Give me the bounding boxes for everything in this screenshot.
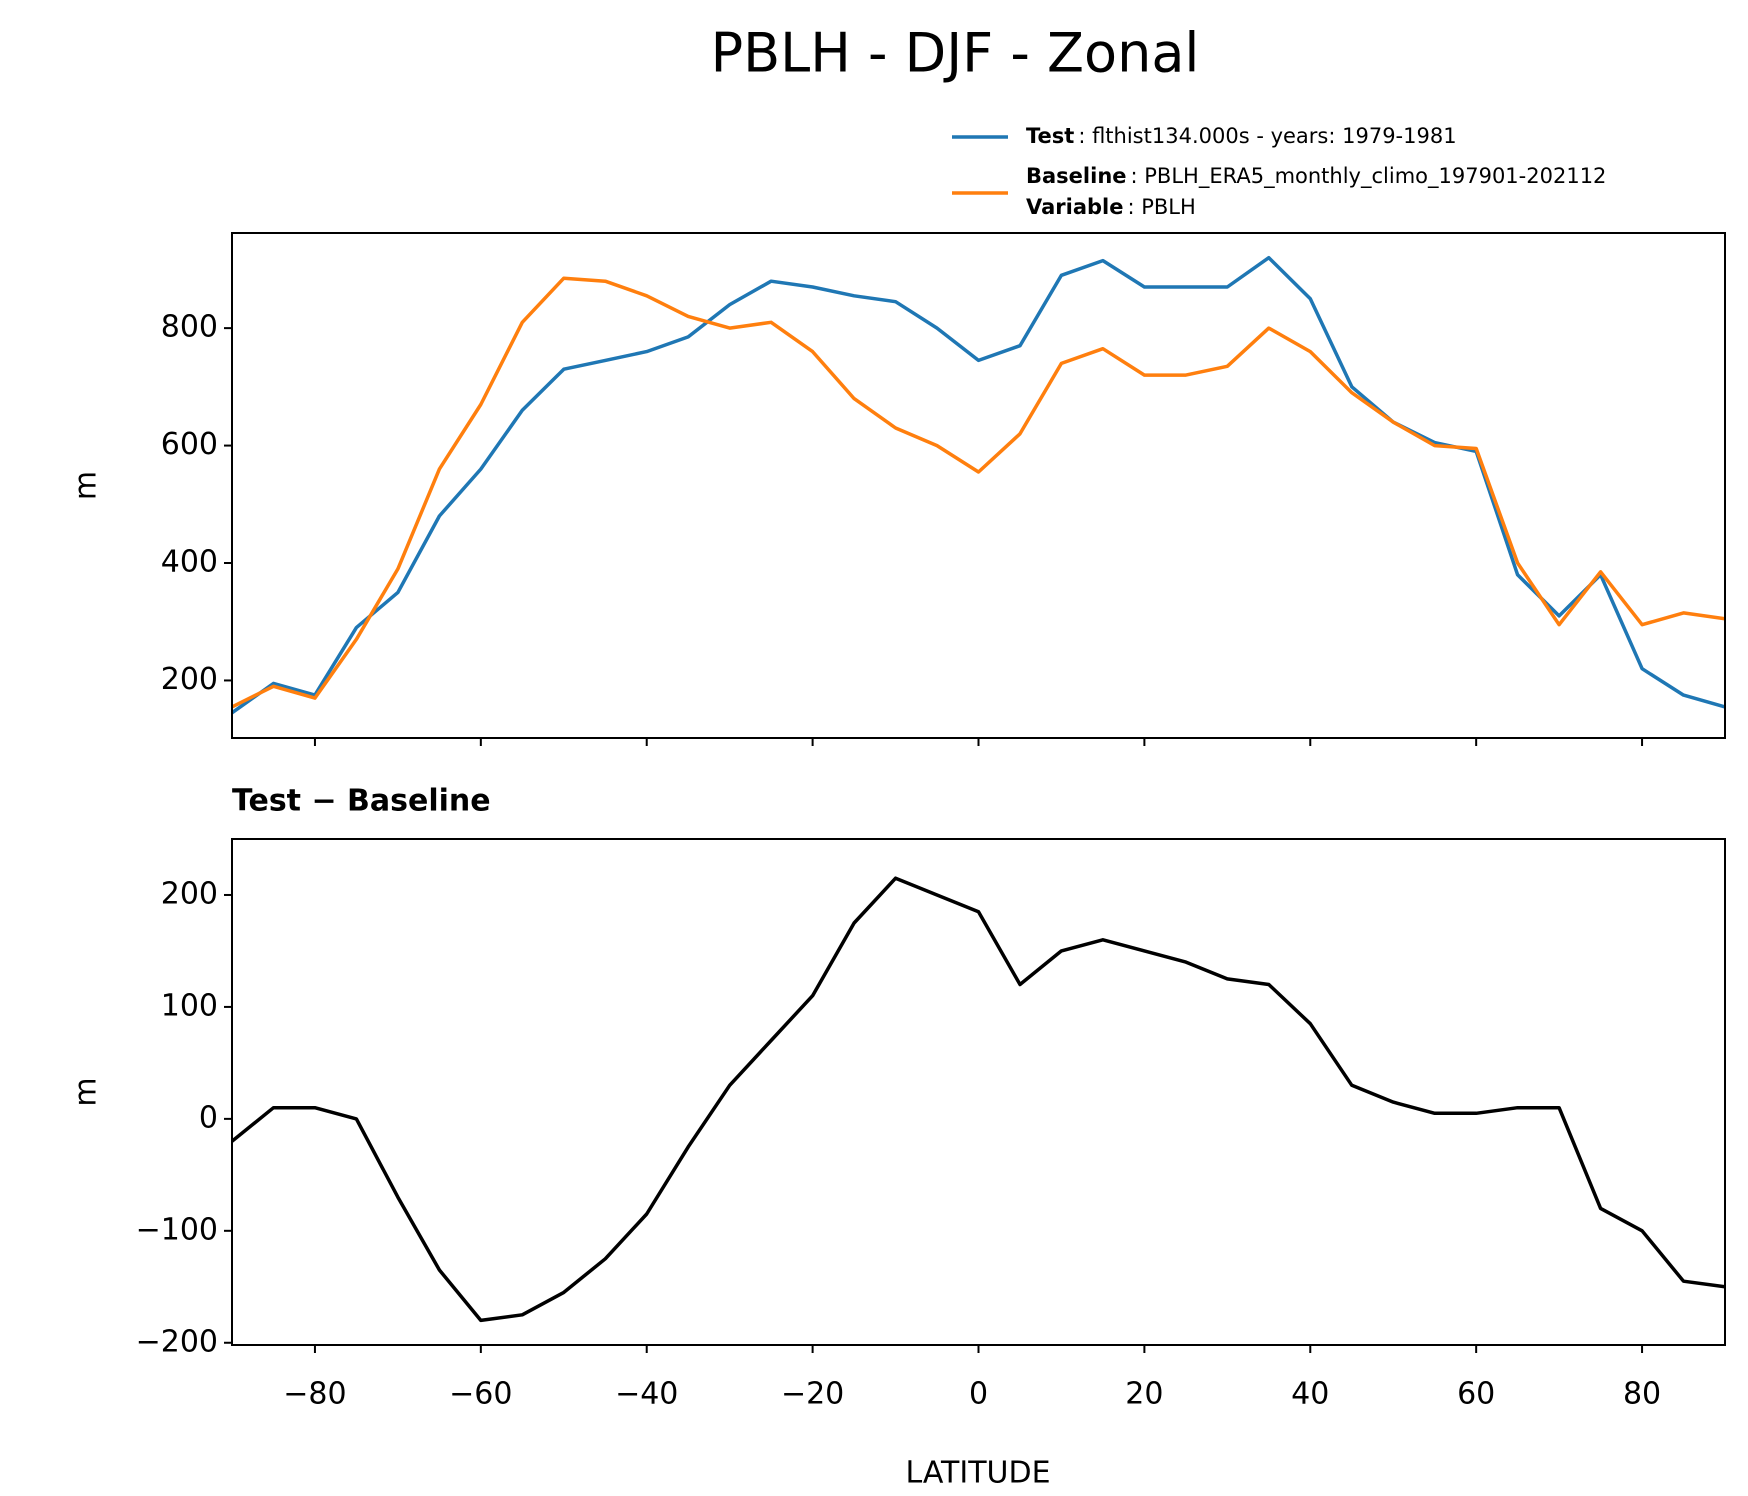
- y-tick-label: 200: [161, 876, 218, 911]
- legend-text: : PBLH_ERA5_monthly_climo_197901-202112: [1131, 164, 1607, 189]
- figure-title: PBLH - DJF - Zonal: [711, 22, 1200, 85]
- y-tick-label: 0: [199, 1100, 218, 1135]
- legend-name: Baseline: [1026, 164, 1127, 188]
- y-tick-label: 600: [161, 427, 218, 462]
- legend-label: Variable: PBLH: [1026, 195, 1196, 219]
- series-line: [232, 276, 1725, 709]
- x-tick-label: −60: [449, 1377, 512, 1412]
- x-tick-label: −40: [615, 1377, 678, 1412]
- y-axis-label: m: [69, 1077, 104, 1106]
- y-tick-label: 200: [161, 662, 218, 697]
- series-line: [232, 255, 1725, 715]
- x-tick-label: 80: [1623, 1377, 1661, 1412]
- legend-label: Test: flthist134.000s - years: 1979-1981: [1026, 124, 1457, 148]
- y-tick-label: 400: [161, 545, 218, 580]
- y-tick-label: 100: [161, 988, 218, 1023]
- y-tick-label: −200: [136, 1324, 218, 1359]
- legend-label: Baseline: PBLH_ERA5_monthly_climo_197901…: [1026, 164, 1606, 189]
- x-tick-label: 60: [1457, 1377, 1495, 1412]
- x-axis-label: LATITUDE: [905, 1456, 1050, 1491]
- legend-name: Variable: [1026, 195, 1123, 219]
- x-tick-label: 20: [1125, 1377, 1163, 1412]
- x-tick-label: −20: [781, 1377, 844, 1412]
- x-tick-label: 0: [969, 1377, 988, 1412]
- legend-name: Test: [1026, 124, 1074, 148]
- y-tick-label: −100: [136, 1212, 218, 1247]
- legend-text: : PBLH: [1127, 195, 1195, 219]
- axes-frame: [231, 838, 1726, 1346]
- legend-text: : flthist134.000s - years: 1979-1981: [1078, 124, 1456, 148]
- subplot-title: Test − Baseline: [232, 784, 491, 819]
- y-tick-label: 800: [161, 310, 218, 345]
- x-tick-label: −80: [283, 1377, 346, 1412]
- axes-frame: [231, 232, 1726, 739]
- y-axis-label: m: [69, 471, 104, 500]
- series-line: [232, 876, 1725, 1323]
- x-tick-label: 40: [1291, 1377, 1329, 1412]
